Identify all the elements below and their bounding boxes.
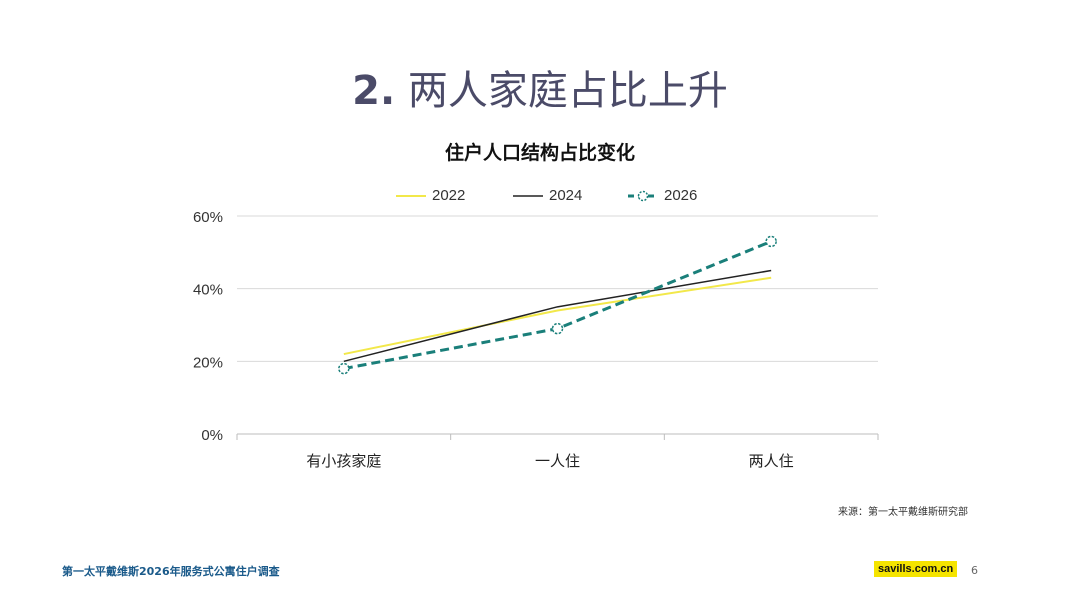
page-number: 6 <box>971 564 978 577</box>
legend-item-2026: 2026 <box>628 187 697 204</box>
brand-logo[interactable]: savills.com.cn <box>874 561 958 577</box>
data-point-2026 <box>765 235 777 248</box>
x-tick-label: 有小孩家庭 <box>306 452 381 470</box>
footer-report-title: 第一太平戴维斯2026年服务式公寓住户调查 <box>62 565 280 578</box>
data-point-2026 <box>338 362 350 375</box>
chart-legend: 2022 2024 2026 <box>0 187 1080 211</box>
legend-swatch-2022 <box>396 194 426 197</box>
data-point-2026 <box>551 322 564 335</box>
legend-label-2026: 2026 <box>664 187 698 204</box>
legend-item-2022: 2022 <box>396 187 465 204</box>
series-line-2026 <box>343 240 772 371</box>
series-line-2024 <box>343 269 772 363</box>
y-tick-label: 40% <box>193 282 223 299</box>
legend-label-2024: 2024 <box>549 187 583 204</box>
legend-item-2024: 2024 <box>513 187 582 204</box>
y-tick-label: 20% <box>193 354 223 371</box>
source-note: 来源：第一太平戴维斯研究部 <box>838 507 968 518</box>
title-number: 2. <box>352 68 396 114</box>
y-tick-label: 60% <box>193 209 223 226</box>
x-tick-label: 一人住 <box>535 452 580 470</box>
legend-label-2022: 2022 <box>432 187 466 204</box>
x-tick-label: 两人住 <box>749 452 794 470</box>
title-text: 两人家庭占比上升 <box>407 68 728 114</box>
legend-swatch-2026 <box>628 190 658 201</box>
series-line-2022 <box>343 276 772 356</box>
legend-swatch-2024 <box>513 194 543 197</box>
y-tick-label: 0% <box>201 427 223 444</box>
chart-title: 住户人口结构占比变化 <box>444 142 635 164</box>
page-title: 2. 两人家庭占比上升 <box>0 58 1080 116</box>
